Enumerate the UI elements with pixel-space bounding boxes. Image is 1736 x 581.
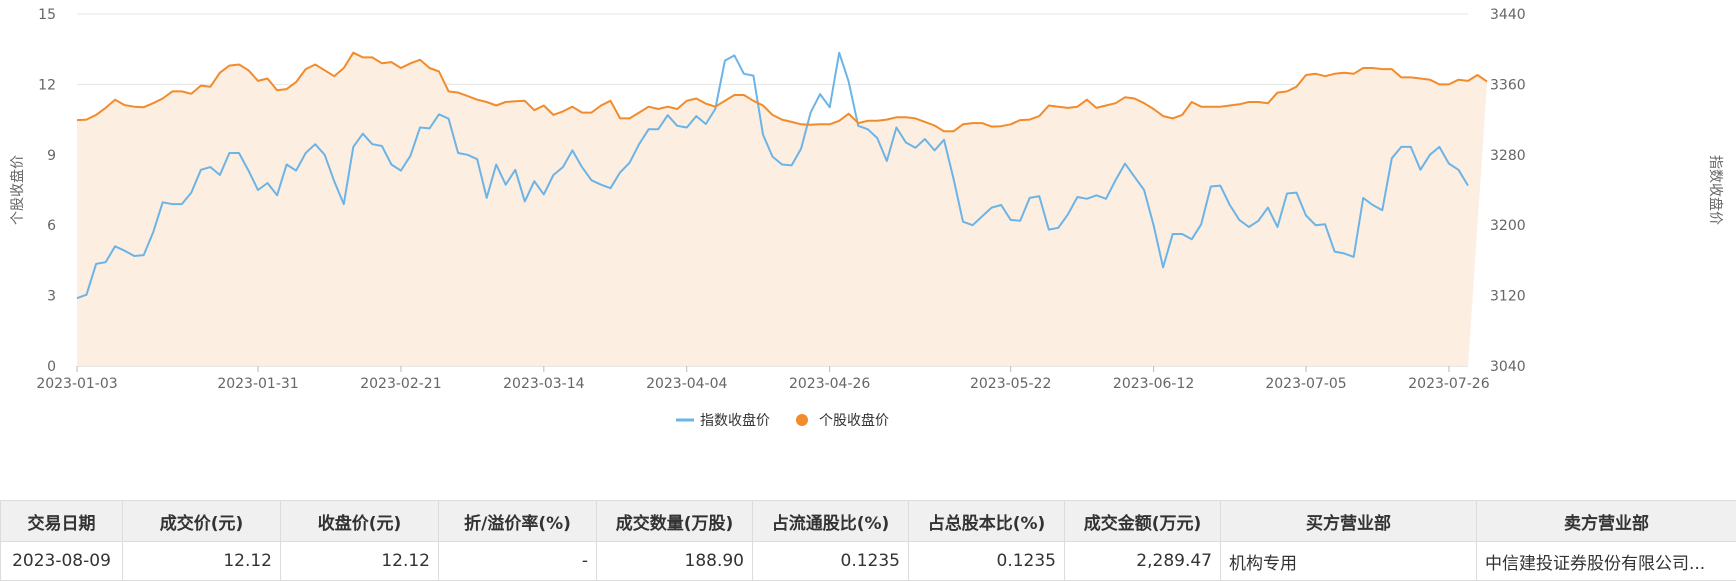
legend-item-stock[interactable]: 个股收盘价 xyxy=(796,412,889,429)
cell-total-ratio: 0.1235 xyxy=(909,542,1065,581)
chart-legend[interactable]: 指数收盘价 个股收盘价 xyxy=(676,412,889,429)
y-left-tick-label: 3 xyxy=(47,289,56,305)
x-tick-label: 2023-04-26 xyxy=(789,376,870,392)
y-right-tick-label: 3200 xyxy=(1490,218,1526,234)
table-header-row: 交易日期 成交价(元) 收盘价(元) 折/溢价率(%) 成交数量(万股) 占流通… xyxy=(1,501,1736,542)
header-seller[interactable]: 卖方营业部 xyxy=(1477,501,1736,542)
legend-item-index[interactable]: 指数收盘价 xyxy=(676,412,770,429)
cell-deal-price: 12.12 xyxy=(123,542,281,581)
y-right-tick-label: 3120 xyxy=(1490,289,1526,305)
block-trade-table: 交易日期 成交价(元) 收盘价(元) 折/溢价率(%) 成交数量(万股) 占流通… xyxy=(0,500,1736,581)
price-chart: 03691215304031203200328033603440个股收盘价指数收… xyxy=(0,0,1736,500)
header-trade-date[interactable]: 交易日期 xyxy=(1,501,123,542)
header-total-ratio[interactable]: 占总股本比(%) xyxy=(909,501,1065,542)
y-left-tick-label: 0 xyxy=(47,359,56,375)
x-tick-label: 2023-04-04 xyxy=(646,376,727,392)
cell-buyer[interactable]: 机构专用 xyxy=(1221,542,1477,581)
x-tick-label: 2023-01-03 xyxy=(36,376,117,392)
y-right-tick-label: 3280 xyxy=(1490,148,1526,164)
stock-price-area-fill xyxy=(77,53,1487,366)
legend-dot-marker xyxy=(796,414,808,426)
legend-label: 指数收盘价 xyxy=(700,412,770,429)
cell-amount: 2,289.47 xyxy=(1065,542,1221,581)
x-tick-label: 2023-07-26 xyxy=(1408,376,1489,392)
y-left-tick-label: 12 xyxy=(38,77,56,93)
stock-price-area xyxy=(77,53,1487,366)
x-tick-label: 2023-05-22 xyxy=(970,376,1051,392)
cell-trade-date: 2023-08-09 xyxy=(1,542,123,581)
y-right-tick-label: 3360 xyxy=(1490,77,1526,93)
table-row: 2023-08-09 12.12 12.12 - 188.90 0.1235 0… xyxy=(1,542,1736,581)
header-amount[interactable]: 成交金额(万元) xyxy=(1065,501,1221,542)
y-right-tick-label: 3440 xyxy=(1490,7,1526,23)
y-left-tick-label: 6 xyxy=(47,218,56,234)
header-close-price[interactable]: 收盘价(元) xyxy=(281,501,439,542)
header-volume[interactable]: 成交数量(万股) xyxy=(597,501,753,542)
cell-volume: 188.90 xyxy=(597,542,753,581)
x-tick-label: 2023-01-31 xyxy=(217,376,298,392)
y-left-tick-label: 9 xyxy=(47,148,56,164)
header-buyer[interactable]: 买方营业部 xyxy=(1221,501,1477,542)
legend-label: 个股收盘价 xyxy=(819,412,889,429)
y-right-tick-label: 3040 xyxy=(1490,359,1526,375)
cell-seller[interactable]: 中信建投证券股份有限公司... xyxy=(1477,542,1736,581)
cell-float-ratio: 0.1235 xyxy=(753,542,909,581)
header-premium-rate[interactable]: 折/溢价率(%) xyxy=(439,501,597,542)
y-right-axis-title: 指数收盘价 xyxy=(1707,155,1724,225)
header-deal-price[interactable]: 成交价(元) xyxy=(123,501,281,542)
cell-close-price: 12.12 xyxy=(281,542,439,581)
cell-premium-rate: - xyxy=(439,542,597,581)
x-tick-label: 2023-03-14 xyxy=(503,376,584,392)
x-tick-label: 2023-06-12 xyxy=(1113,376,1194,392)
y-left-tick-label: 15 xyxy=(38,7,56,23)
y-left-axis-title: 个股收盘价 xyxy=(9,155,26,225)
header-float-ratio[interactable]: 占流通股比(%) xyxy=(753,501,909,542)
x-tick-label: 2023-07-05 xyxy=(1265,376,1346,392)
x-tick-label: 2023-02-21 xyxy=(360,376,441,392)
